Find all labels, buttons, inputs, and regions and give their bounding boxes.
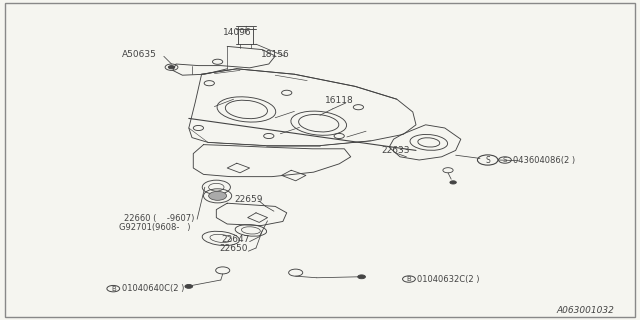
Text: 22659: 22659 [234, 195, 262, 204]
Text: 22660 (    -9607): 22660 ( -9607) [124, 214, 194, 223]
Text: 22633: 22633 [381, 146, 410, 155]
Text: S: S [485, 156, 490, 164]
Circle shape [209, 191, 227, 200]
Text: B: B [406, 276, 412, 282]
Text: S: S [503, 157, 507, 163]
Circle shape [168, 66, 175, 69]
Circle shape [185, 284, 193, 288]
Text: 043604086(2 ): 043604086(2 ) [513, 156, 575, 164]
Circle shape [450, 181, 456, 184]
Text: B: B [111, 286, 116, 292]
Text: 16118: 16118 [325, 96, 353, 105]
Text: 22650: 22650 [220, 244, 248, 253]
Text: 22647: 22647 [221, 235, 250, 244]
Text: 14096: 14096 [223, 28, 251, 36]
Text: A50635: A50635 [122, 50, 157, 59]
Text: 01040640C(2 ): 01040640C(2 ) [122, 284, 184, 293]
Circle shape [358, 275, 365, 279]
Text: G92701(9608-   ): G92701(9608- ) [119, 223, 191, 232]
Text: A063001032: A063001032 [557, 306, 614, 315]
Text: 01040632C(2 ): 01040632C(2 ) [417, 275, 480, 284]
Text: 18156: 18156 [261, 50, 289, 59]
